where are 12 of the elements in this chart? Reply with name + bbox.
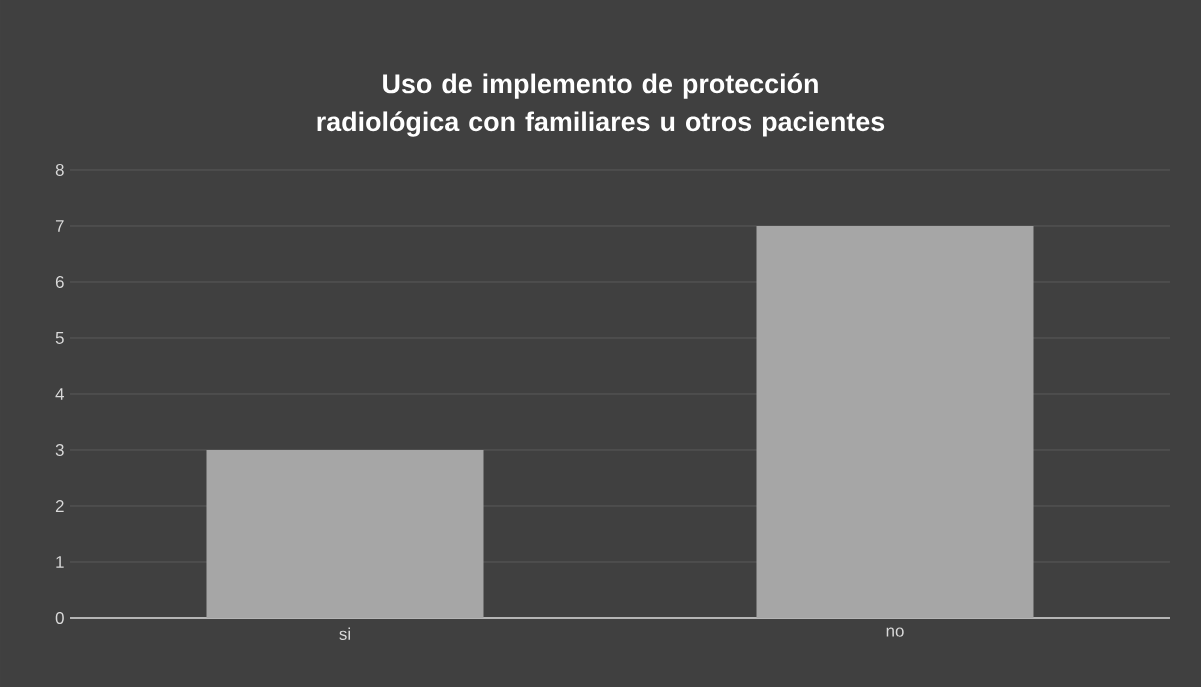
chart-title: Uso de implemento de protección radiológica con familiares u otros pacientes — [317, 73, 885, 137]
y-tick-label: 8 — [55, 163, 64, 176]
y-tick-label: 4 — [55, 388, 64, 400]
y-tick-label: 5 — [55, 332, 64, 344]
y-tick-label: 0 — [55, 611, 64, 624]
y-tick-label: 6 — [55, 275, 64, 288]
y-tick-label: 2 — [55, 500, 64, 512]
y-tick-label: 7 — [55, 220, 64, 232]
y-tick-label: 1 — [56, 556, 64, 568]
y-tick-label: 3 — [55, 443, 64, 456]
x-tick-label: no — [886, 627, 904, 637]
x-tick-label: si — [339, 627, 350, 640]
